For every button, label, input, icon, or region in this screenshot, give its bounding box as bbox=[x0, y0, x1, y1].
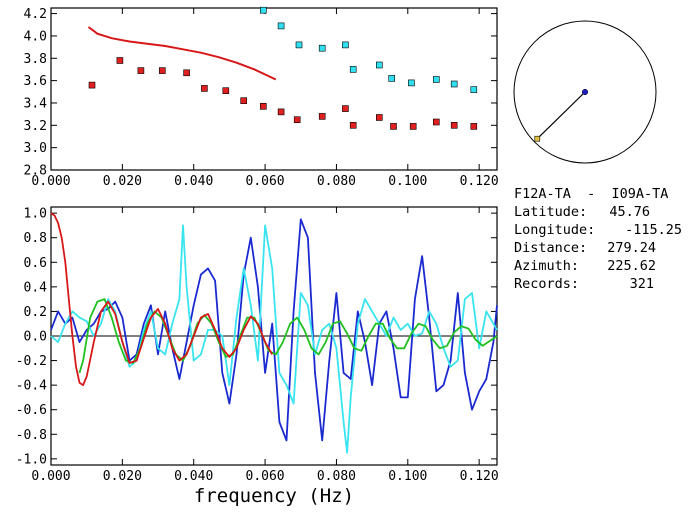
velocity-chart-frame bbox=[50, 7, 498, 171]
correlation-curve bbox=[50, 224, 498, 454]
velocity-point bbox=[432, 118, 440, 126]
records-label: Records: bbox=[514, 276, 579, 292]
distance-value: 279.24 bbox=[607, 240, 656, 256]
correlation-y-tick-label: -1.0 bbox=[16, 452, 47, 467]
velocity-chart: 2.8 3.0 3.2 3.4 3.6 3.8 4.0 4.2 0.000 0.020 0.040… bbox=[24, 6, 499, 189]
velocity-point bbox=[470, 123, 478, 130]
velocity-point bbox=[409, 123, 417, 130]
velocity-point bbox=[318, 113, 326, 120]
velocity-y-tick-label: 3.0 bbox=[24, 141, 47, 156]
velocity-y-tick-label: 2.8 bbox=[24, 164, 47, 179]
azimuth-value: 225.62 bbox=[607, 258, 656, 274]
velocity-point bbox=[259, 103, 267, 110]
velocity-point bbox=[349, 122, 357, 129]
longitude-value: -115.25 bbox=[625, 222, 682, 238]
longitude-label: Longitude: bbox=[514, 222, 595, 238]
velocity-y-tick-label: 4.2 bbox=[24, 7, 47, 22]
info-panel: F12A-TA - I09A-TA Latitude: 45.76 Longit… bbox=[514, 186, 682, 292]
correlation-x-tick-label: 0.100 bbox=[388, 469, 427, 484]
correlation-x-axis: 0.000 0.020 0.040 0.060 0.080 0.100 0.120 bbox=[31, 207, 499, 484]
latitude-value: 45.76 bbox=[609, 204, 650, 220]
correlation-y-tick-label: 0.8 bbox=[24, 231, 47, 246]
velocity-point bbox=[349, 66, 357, 73]
velocity-y-tick-label: 3.2 bbox=[24, 119, 47, 134]
velocity-x-axis: 0.000 0.020 0.040 0.060 0.080 0.100 0.120 bbox=[31, 8, 499, 189]
velocity-point bbox=[318, 44, 326, 52]
distance-label: Distance: bbox=[514, 240, 587, 256]
correlation-x-tick-label: 0.060 bbox=[246, 469, 285, 484]
velocity-point bbox=[277, 22, 285, 30]
correlation-curve bbox=[50, 212, 273, 386]
correlation-y-tick-label: 0.4 bbox=[24, 280, 48, 295]
velocity-point bbox=[388, 75, 396, 82]
velocity-point bbox=[450, 122, 458, 129]
velocity-y-tick-label: 4.0 bbox=[24, 29, 47, 44]
velocity-point bbox=[183, 69, 190, 77]
correlation-x-tick-label: 0.040 bbox=[174, 469, 213, 484]
velocity-point bbox=[201, 85, 208, 92]
latitude-label: Latitude: bbox=[514, 204, 587, 220]
correlation-y-tick-label: 0.2 bbox=[24, 305, 47, 320]
correlation-curve bbox=[50, 218, 498, 442]
velocity-point bbox=[375, 114, 383, 121]
correlation-x-tick-label: 0.080 bbox=[317, 469, 356, 484]
correlation-x-tick-label: 0.120 bbox=[460, 469, 499, 484]
correlation-y-tick-label: 1.0 bbox=[24, 207, 47, 222]
correlation-y-tick-label: 0.6 bbox=[24, 256, 47, 271]
correlation-y-tick-label: -0.4 bbox=[16, 379, 47, 394]
velocity-point bbox=[342, 105, 349, 112]
velocity-point bbox=[222, 87, 230, 94]
correlation-y-tick-label: 0.0 bbox=[24, 330, 47, 345]
velocity-x-tick-label: 0.120 bbox=[460, 174, 499, 189]
station-pair: F12A-TA - I09A-TA bbox=[514, 186, 668, 202]
velocity-point bbox=[470, 86, 478, 93]
velocity-x-tick-label: 0.060 bbox=[246, 174, 285, 189]
station-path-line bbox=[536, 91, 586, 140]
velocity-point bbox=[293, 116, 301, 123]
velocity-point bbox=[277, 108, 285, 116]
velocity-x-tick-label: 0.040 bbox=[174, 174, 213, 189]
velocity-x-tick-label: 0.020 bbox=[103, 174, 142, 189]
correlation-curve bbox=[78, 298, 498, 374]
velocity-point bbox=[159, 67, 166, 74]
correlation-chart: 1.0 0.8 0.6 0.4 0.2 0.0 -0.2 -0.4 -0.6 -0.8 -1.0 0… bbox=[16, 206, 499, 507]
velocity-curve bbox=[87, 26, 277, 81]
correlation-y-tick-label: -0.8 bbox=[16, 428, 47, 443]
velocity-point bbox=[450, 80, 458, 88]
velocity-y-tick-label: 3.6 bbox=[24, 74, 47, 89]
correlation-y-tick-label: -0.2 bbox=[16, 354, 47, 369]
correlation-x-tick-label: 0.000 bbox=[31, 469, 70, 484]
correlation-series bbox=[50, 212, 498, 454]
map-circle bbox=[513, 20, 657, 164]
velocity-point bbox=[375, 61, 383, 69]
correlation-x-tick-label: 0.020 bbox=[103, 469, 142, 484]
remote-station-marker bbox=[534, 135, 541, 142]
velocity-point bbox=[295, 41, 303, 49]
velocity-point bbox=[88, 81, 96, 89]
station-map bbox=[513, 20, 657, 164]
velocity-y-tick-label: 3.4 bbox=[24, 96, 48, 111]
correlation-y-tick-label: -0.6 bbox=[16, 403, 47, 418]
velocity-series bbox=[87, 6, 478, 130]
velocity-x-tick-label: 0.000 bbox=[31, 174, 70, 189]
velocity-point bbox=[116, 57, 124, 64]
velocity-x-tick-label: 0.080 bbox=[317, 174, 356, 189]
velocity-y-tick-label: 3.8 bbox=[24, 52, 47, 67]
correlation-y-axis: 1.0 0.8 0.6 0.4 0.2 0.0 -0.2 -0.4 -0.6 -0.8 -1.0 bbox=[16, 207, 497, 467]
velocity-point bbox=[240, 97, 247, 104]
velocity-point bbox=[137, 67, 145, 74]
velocity-point bbox=[259, 6, 267, 14]
velocity-point bbox=[342, 41, 349, 49]
x-axis-title: frequency (Hz) bbox=[194, 485, 354, 507]
records-value: 321 bbox=[630, 276, 654, 292]
velocity-point bbox=[432, 76, 440, 83]
center-station-dot bbox=[581, 88, 589, 96]
velocity-x-tick-label: 0.100 bbox=[388, 174, 427, 189]
velocity-y-axis: 2.8 3.0 3.2 3.4 3.6 3.8 4.0 4.2 bbox=[24, 7, 497, 179]
velocity-point bbox=[408, 79, 415, 87]
velocity-point bbox=[390, 123, 397, 130]
azimuth-label: Azimuth: bbox=[514, 258, 579, 274]
